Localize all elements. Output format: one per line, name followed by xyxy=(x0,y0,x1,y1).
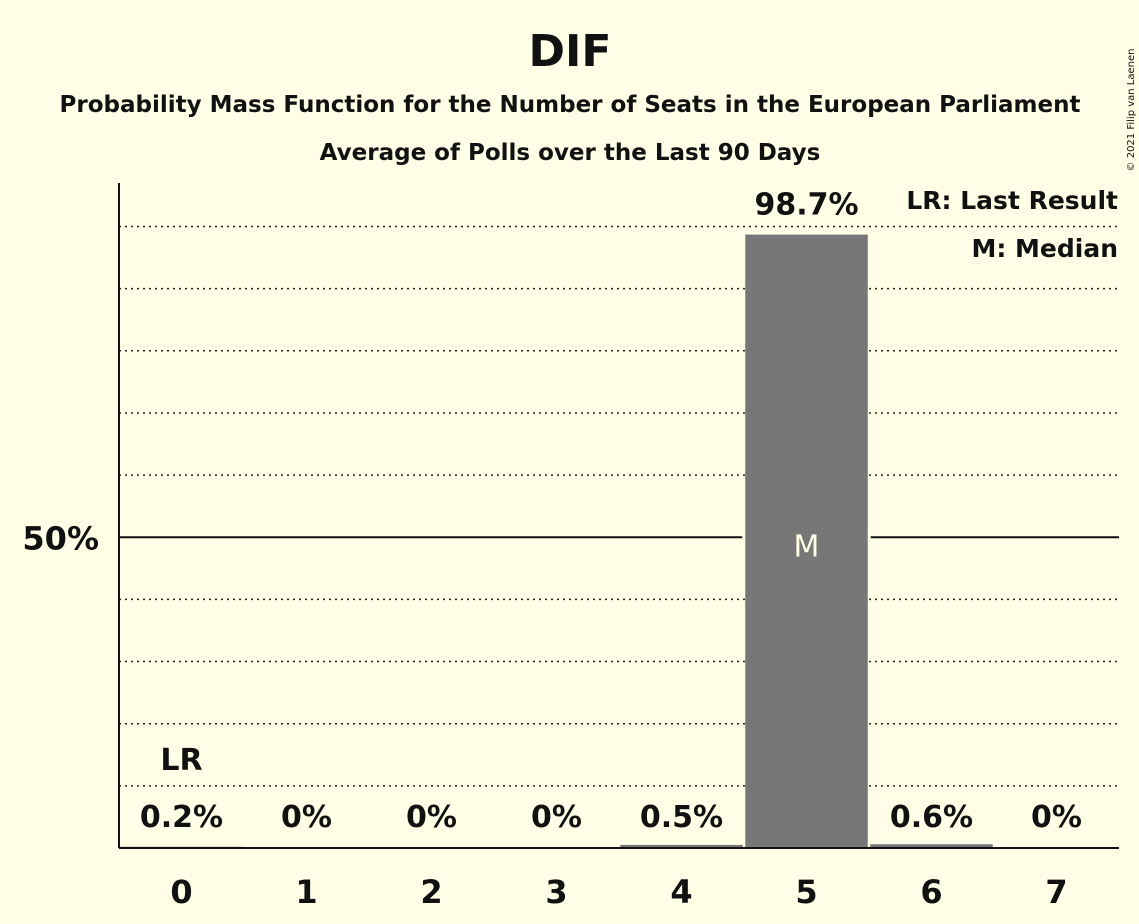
x-tick-label-1: 1 xyxy=(295,873,317,911)
value-label-7: 0% xyxy=(1031,800,1082,835)
x-tick-label-5: 5 xyxy=(795,873,817,911)
last-result-marker: LR xyxy=(160,743,202,778)
median-marker: M xyxy=(794,529,820,564)
x-tick-label-0: 0 xyxy=(170,873,192,911)
y-tick-label: 50% xyxy=(22,519,99,557)
value-label-0: 0.2% xyxy=(140,800,223,835)
bar-6 xyxy=(870,844,993,848)
x-tick-label-3: 3 xyxy=(545,873,567,911)
value-label-2: 0% xyxy=(406,800,457,835)
chart-title: DIF xyxy=(529,26,612,77)
value-label-3: 0% xyxy=(531,800,582,835)
value-label-4: 0.5% xyxy=(640,800,723,835)
value-label-1: 0% xyxy=(281,800,332,835)
gridlines xyxy=(119,225,1119,787)
x-tick-label-4: 4 xyxy=(670,873,692,911)
bar-labels: 50% 0.2% 0 LR 0% 1 0% 2 0% 3 0.5% 4 98.7% 5 M 0.6% 6 0% 7 xyxy=(22,188,1082,911)
chart-subtitle-secondary: Average of Polls over the Last 90 Days xyxy=(320,140,821,166)
x-tick-label-2: 2 xyxy=(420,873,442,911)
x-tick-label-6: 6 xyxy=(920,873,942,911)
legend-median: M: Median xyxy=(971,234,1118,263)
value-label-6: 0.6% xyxy=(890,800,973,835)
value-label-5: 98.7% xyxy=(754,188,858,223)
chart-subtitle: Probability Mass Function for the Number… xyxy=(60,92,1081,118)
legend-last-result: LR: Last Result xyxy=(906,186,1118,215)
bars xyxy=(120,234,993,848)
bar-5 xyxy=(745,234,868,848)
bar-4 xyxy=(620,844,743,848)
copyright-note: © 2021 Filip van Laenen xyxy=(1126,49,1137,172)
x-tick-label-7: 7 xyxy=(1045,873,1067,911)
